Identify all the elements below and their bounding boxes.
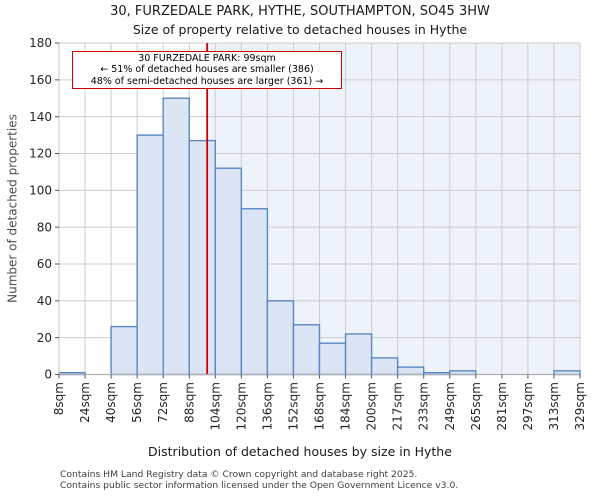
footer-attribution-line-2: Contains public sector information licen… bbox=[60, 480, 459, 491]
x-tick-label: 265sqm bbox=[469, 382, 483, 430]
x-tick-label: 249sqm bbox=[443, 382, 457, 430]
x-tick-label: 40sqm bbox=[104, 382, 118, 423]
x-tick-label: 217sqm bbox=[391, 382, 405, 430]
annotation-title: 30 FURZEDALE PARK: 99sqm bbox=[138, 53, 276, 64]
histogram-bar bbox=[318, 342, 347, 376]
histogram-bar bbox=[344, 333, 373, 376]
histogram-bar bbox=[292, 324, 321, 376]
histogram-bar bbox=[396, 366, 425, 376]
x-tick-label: 8sqm bbox=[52, 382, 66, 415]
histogram-bar bbox=[214, 167, 243, 376]
x-tick-label: 120sqm bbox=[234, 382, 248, 430]
x-tick-label: 152sqm bbox=[286, 382, 300, 430]
x-axis-label: Distribution of detached houses by size … bbox=[148, 444, 452, 459]
y-tick-label: 40 bbox=[37, 294, 52, 308]
histogram-bar bbox=[266, 300, 295, 376]
marker-annotation-box: 30 FURZEDALE PARK: 99sqm ← 51% of detach… bbox=[72, 51, 342, 89]
y-tick-label: 20 bbox=[37, 331, 52, 345]
y-tick-label: 160 bbox=[29, 73, 52, 87]
y-axis-label: Number of detached properties bbox=[5, 114, 20, 303]
histogram-bar bbox=[370, 357, 399, 376]
annotation-larger-stat: 48% of semi-detached houses are larger (… bbox=[90, 75, 324, 87]
histogram-bar bbox=[110, 325, 138, 376]
x-tick-label: 104sqm bbox=[208, 382, 222, 430]
x-tick-label: 72sqm bbox=[156, 382, 170, 423]
chart-subtitle: Size of property relative to detached ho… bbox=[132, 22, 468, 37]
x-tick-label: 136sqm bbox=[260, 382, 274, 430]
y-tick-label: 80 bbox=[37, 220, 52, 234]
y-tick-label: 140 bbox=[29, 110, 52, 124]
chart-title: 30, FURZEDALE PARK, HYTHE, SOUTHAMPTON, … bbox=[110, 4, 490, 19]
plot-svg: 0 20 40 60 80 100 120 140 160 180 8sqm 24sqm 40sqm 56… bbox=[29, 36, 587, 430]
x-tick-label: 200sqm bbox=[365, 382, 379, 430]
x-tick-label: 313sqm bbox=[547, 382, 561, 430]
y-tick-label: 60 bbox=[37, 257, 52, 271]
x-tick-label: 56sqm bbox=[130, 382, 144, 423]
x-tick-label: 24sqm bbox=[78, 382, 92, 423]
histogram-bar bbox=[162, 97, 190, 376]
x-tick-label: 329sqm bbox=[573, 382, 587, 430]
footer-attribution-line-1: Contains HM Land Registry data © Crown c… bbox=[60, 469, 418, 480]
y-tick-label: 120 bbox=[29, 147, 52, 161]
x-tick-label: 297sqm bbox=[521, 382, 535, 430]
y-tick-label: 180 bbox=[29, 36, 52, 50]
histogram-bar bbox=[136, 134, 164, 376]
histogram-bar bbox=[188, 139, 216, 376]
x-tick-label: 88sqm bbox=[182, 382, 196, 423]
y-tick-label: 0 bbox=[44, 368, 52, 382]
x-tick-label: 233sqm bbox=[417, 382, 431, 430]
footer: Contains HM Land Registry data © Crown c… bbox=[60, 469, 600, 491]
y-tick-label: 100 bbox=[29, 184, 52, 198]
histogram-bar bbox=[240, 208, 269, 376]
x-tick-label: 281sqm bbox=[495, 382, 509, 430]
x-tick-label: 168sqm bbox=[313, 382, 327, 430]
annotation-smaller-stat: ← 51% of detached houses are smaller (38… bbox=[100, 64, 314, 76]
x-tick-label: 184sqm bbox=[339, 382, 353, 430]
